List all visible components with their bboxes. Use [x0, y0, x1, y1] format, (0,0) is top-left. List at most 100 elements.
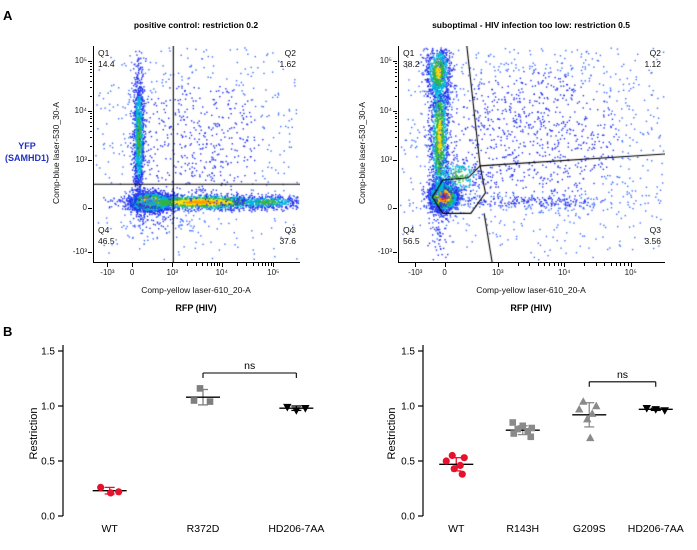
category-label: R372D — [187, 523, 220, 535]
data-point — [292, 407, 301, 415]
data-point — [107, 489, 115, 497]
flow-x-tick-label: 0 — [129, 268, 135, 277]
flow-x-minor-tick — [537, 263, 539, 266]
flow-x-minor-tick — [257, 263, 259, 266]
quadrant-name: Q2 — [284, 48, 296, 58]
yfp-label: YFP — [18, 141, 36, 151]
flow-y-tick-label: 10³ — [75, 155, 87, 165]
data-point — [196, 385, 204, 392]
quadrant-value: 37.6 — [279, 236, 296, 247]
flow-y-tick-label: 0 — [82, 203, 87, 212]
data-point — [575, 404, 584, 413]
quadrant-name: Q4 — [403, 225, 415, 236]
flow-x-minor-tick — [265, 263, 267, 266]
flow-y-minor-tick — [89, 136, 92, 138]
data-point — [660, 407, 669, 415]
flow-y-minor-tick — [394, 121, 397, 123]
panel-a-label: A — [3, 8, 13, 23]
data-point — [519, 422, 527, 430]
flow-x-minor-tick — [206, 263, 208, 266]
flow-x-tick-label: 10⁴ — [558, 268, 571, 277]
flow-y-minor-tick — [89, 80, 92, 82]
rfp-hiv-label: RFP (HIV) — [510, 303, 552, 313]
data-point — [190, 397, 198, 404]
x-axis-label: Comp-yellow laser-610_20-A — [476, 285, 586, 295]
quadrant-label-q2: Q2 1.62 — [279, 48, 296, 70]
x-axis-label: Comp-yellow laser-610_20-A — [141, 285, 251, 295]
flow-x-tick-label: -10³ — [100, 268, 115, 277]
quadrant-value: 38.2 — [403, 59, 420, 70]
flow-y-minor-tick — [89, 145, 92, 147]
quadrant-label-q3: Q3 3.56 — [644, 225, 661, 247]
flow-x-minor-tick — [584, 263, 586, 266]
category-label: HD206-7AA — [628, 523, 684, 535]
flow-y-minor-tick — [394, 145, 397, 147]
quadrant-value: 1.12 — [644, 59, 661, 70]
flow-x-minor-tick — [604, 263, 606, 266]
flow-y-tick-mark — [393, 252, 397, 254]
rfp-hiv-label: RFP (HIV) — [175, 303, 217, 313]
flow-y-minor-tick — [89, 68, 92, 70]
flow-x-minor-tick — [268, 263, 270, 266]
flow-density-canvas — [399, 46, 665, 262]
category-label: WT — [102, 523, 119, 535]
flow-x-tick-mark — [444, 263, 446, 267]
flow-x-tick-label: 10⁵ — [624, 268, 637, 277]
flow-x-minor-tick — [216, 263, 218, 266]
sig-label: ns — [244, 360, 255, 372]
y-tick-label: 0.5 — [401, 457, 415, 468]
flow-y-minor-tick — [89, 121, 92, 123]
flow-x-minor-tick — [202, 263, 204, 266]
flow-x-tick-mark — [221, 263, 223, 267]
y-tick-label: 1.0 — [41, 402, 55, 413]
category-label: HD206-7AA — [268, 523, 324, 535]
flow-x-tick-mark — [172, 263, 174, 267]
data-point — [642, 405, 651, 413]
flow-x-tick-mark — [132, 263, 134, 267]
data-point — [442, 457, 450, 465]
data-point — [586, 433, 595, 442]
y-axis-label: Comp-blue laser-530_30-A — [51, 101, 61, 205]
data-point — [206, 398, 214, 405]
data-point — [97, 483, 105, 491]
data-point — [301, 405, 310, 413]
flow-x-minor-tick — [261, 263, 263, 266]
flow-x-minor-tick — [187, 263, 189, 266]
quadrant-label-q1: Q1 14.4 — [98, 48, 115, 70]
quadrant-name: Q1 — [403, 48, 415, 58]
flow-y-minor-tick — [89, 65, 92, 67]
quadrant-value: 56.5 — [403, 236, 420, 247]
quadrant-name: Q4 — [98, 225, 110, 236]
flow-y-minor-tick — [394, 72, 397, 74]
y-axis-title: Restriction — [28, 408, 40, 460]
data-point — [448, 451, 456, 460]
y-tick-label: 0.5 — [41, 457, 55, 468]
flow-x-tick-mark — [273, 263, 275, 267]
flow-x-minor-tick — [237, 263, 239, 266]
quadrant-name: Q3 — [649, 225, 661, 236]
samhd1-label: (SAMHD1) — [5, 153, 49, 164]
flow-y-tick-mark — [393, 61, 397, 63]
data-point — [592, 401, 601, 410]
quadrant-name: Q2 — [649, 48, 661, 58]
flow-y-minor-tick — [394, 136, 397, 138]
flow-x-minor-tick — [595, 263, 597, 266]
flow-y-tick-mark — [88, 160, 92, 162]
flow-y-minor-tick — [89, 125, 92, 127]
y-tick-label: 1.0 — [401, 402, 415, 413]
data-point — [514, 425, 522, 433]
flow-y-tick-mark — [393, 110, 397, 112]
flow-y-tick-label: 10⁴ — [379, 105, 392, 115]
flow-x-tick-mark — [564, 263, 566, 267]
flow-x-minor-tick — [210, 263, 212, 266]
flow-x-tick-mark — [630, 263, 632, 267]
y-axis-label: Comp-blue laser-530_30-A — [357, 101, 367, 205]
flow-x-minor-tick — [610, 263, 612, 266]
flow-y-minor-tick — [394, 115, 397, 117]
flow-x-minor-tick — [544, 263, 546, 266]
flow-y-minor-tick — [89, 76, 92, 78]
flow-x-minor-tick — [557, 263, 559, 266]
flow-y-tick-label: 10⁵ — [74, 56, 87, 66]
data-point — [651, 406, 660, 414]
flow-x-minor-tick — [615, 263, 617, 266]
